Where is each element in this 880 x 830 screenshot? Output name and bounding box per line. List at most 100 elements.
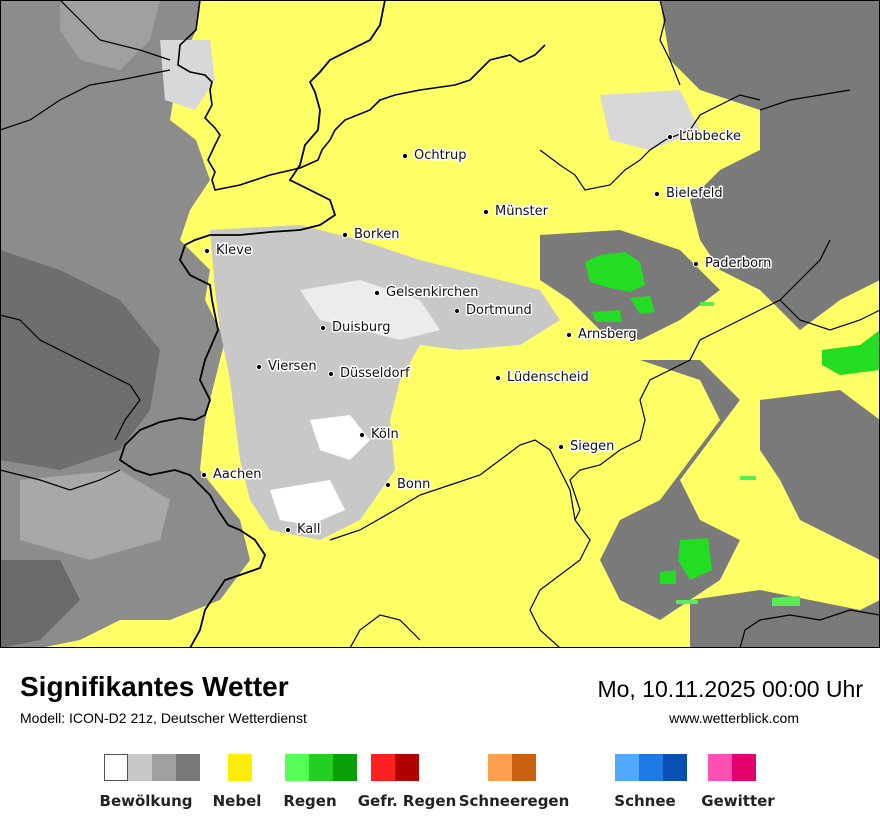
legend-swatches (285, 754, 357, 781)
border-south-east (739, 609, 880, 648)
rain-dot-1 (740, 476, 756, 480)
border-nrw-nds-2 (659, 0, 681, 86)
legend-swatch (176, 754, 200, 781)
legend-label: Gefr. Regen (357, 792, 457, 810)
weather-map: Ochtrup Lübbecke Bielefeld Münster Borken Kle… (0, 0, 880, 648)
border-nrw-rp (329, 439, 576, 541)
legend-swatch (488, 754, 512, 781)
legend-swatch (104, 754, 128, 781)
legend-swatch (309, 754, 333, 781)
legend-swatch (152, 754, 176, 781)
forecast-datetime: Mo, 10.11.2025 00:00 Uhr (597, 676, 863, 702)
legend-swatches (708, 754, 756, 781)
city-dot (692, 260, 700, 268)
legend-swatch (371, 754, 395, 781)
city-label: Münster (495, 204, 549, 219)
cloud-light-north (160, 40, 215, 110)
legend-swatches (488, 754, 536, 781)
website-link[interactable]: www.wetterblick.com (669, 710, 799, 726)
legend-swatches (228, 754, 252, 781)
legend-swatch (708, 754, 732, 781)
border-nl-provinces (0, 69, 171, 131)
legend-swatch (395, 754, 419, 781)
city-label: Duisburg (332, 320, 391, 335)
legend-label: Nebel (212, 792, 262, 810)
city-label: Viersen (268, 359, 317, 374)
map-title: Signifikantes Wetter (20, 671, 289, 702)
legend-swatches (615, 754, 687, 781)
city-label: Ochtrup (414, 148, 467, 163)
legend-swatch (128, 754, 152, 781)
city-dot (653, 190, 661, 198)
city-markers: Ochtrup Lübbecke Bielefeld Münster Borken Kle… (200, 128, 773, 539)
map-canvas: Ochtrup Lübbecke Bielefeld Münster Borken Kle… (0, 0, 880, 648)
city-label: Düsseldorf (340, 366, 410, 381)
legend-label: Schnee (614, 792, 676, 810)
city-label: Paderborn (705, 256, 771, 271)
city-label: Siegen (570, 439, 614, 454)
model-info: Modell: ICON-D2 21z, Deutscher Wetterdie… (20, 710, 307, 726)
rain-east (822, 330, 880, 375)
border-nl-be (0, 314, 141, 441)
legend-swatches (104, 754, 200, 781)
city-dot (666, 133, 674, 141)
city-dot (453, 307, 461, 315)
cloud-dark-south (690, 590, 880, 648)
city-dot (384, 481, 392, 489)
footer: Signifikantes Wetter Modell: ICON-D2 21z… (0, 648, 880, 830)
city-label: Lübbecke (679, 129, 741, 144)
city-dot (565, 331, 573, 339)
border-nrw-nds (539, 94, 761, 191)
legend-swatch (228, 754, 252, 781)
border-nl-provinces-2 (59, 0, 171, 61)
rain-south-3 (772, 596, 800, 606)
city-label: Bielefeld (666, 186, 723, 201)
city-dot (203, 247, 211, 255)
border-east-1 (759, 89, 851, 111)
city-label: Kleve (216, 243, 252, 258)
legend-swatch (333, 754, 357, 781)
border-be-inner (0, 469, 121, 491)
city-label: Köln (371, 427, 399, 442)
border-east-2 (779, 299, 880, 331)
rain-south-1 (678, 538, 712, 580)
city-dot (327, 370, 335, 378)
city-dot (358, 431, 366, 439)
rain-dot-2 (700, 302, 714, 306)
city-label: Arnsberg (578, 327, 637, 342)
rain-south-4 (676, 600, 698, 604)
city-dot (255, 363, 263, 371)
city-dot (494, 374, 502, 382)
cloud-white-ruhr (300, 280, 440, 340)
city-dot (482, 208, 490, 216)
cloud-light-luebbecke (600, 90, 700, 150)
legend-swatch (512, 754, 536, 781)
legend-label: Bewölkung (99, 792, 193, 810)
legend-swatch (285, 754, 309, 781)
city-dot (373, 289, 381, 297)
legend-swatches (371, 754, 419, 781)
rain-small-1 (630, 296, 655, 314)
legend-label: Regen (283, 792, 337, 810)
city-label: Bonn (397, 477, 430, 492)
rain-small-2 (592, 310, 622, 322)
border-de-nl-be (118, 0, 386, 648)
cloud-dark-southwest (0, 560, 80, 648)
cloud-white-koeln (310, 415, 370, 460)
city-dot (401, 152, 409, 160)
cloud-white-kall (270, 480, 345, 525)
legend-swatch (639, 754, 663, 781)
city-label: Dortmund (466, 303, 532, 318)
legend-swatch (663, 754, 687, 781)
rain-south-2 (660, 570, 676, 584)
legend: Bewölkung Nebel Regen Gefr. Regen Schneerege… (0, 754, 880, 824)
cloud-mid-nw (60, 0, 160, 70)
city-label: Lüdenscheid (507, 370, 589, 385)
legend-swatch (615, 754, 639, 781)
city-label: Gelsenkirchen (386, 285, 479, 300)
border-nrw-hessen (569, 239, 831, 521)
city-label: Kall (297, 522, 321, 537)
legend-label: Schneeregen (458, 792, 570, 810)
city-label: Borken (354, 227, 400, 242)
legend-swatch (732, 754, 756, 781)
